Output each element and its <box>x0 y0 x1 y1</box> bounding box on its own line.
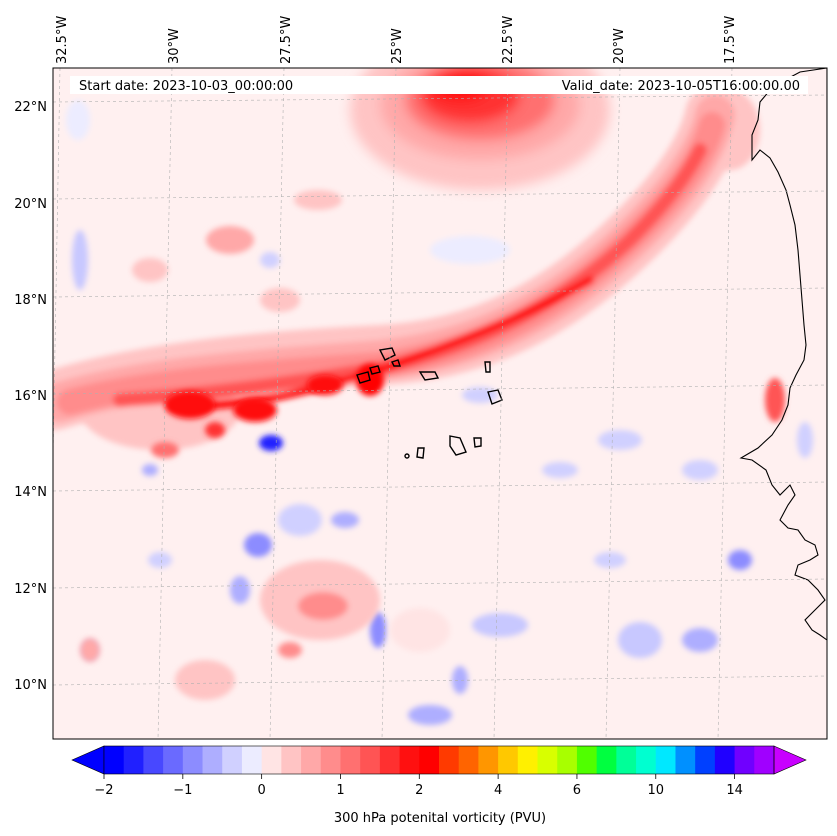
colorbar-cell <box>754 746 775 774</box>
lon-tick-label: 32.5°W <box>55 16 70 64</box>
lon-tick-label: 20°W <box>612 28 627 64</box>
cutoff-low-pv-max <box>350 68 610 190</box>
colorbar-cell <box>360 746 381 774</box>
colorbar-cell <box>655 746 676 774</box>
lat-tick-label: 14°N <box>14 485 47 500</box>
colorbar-cell <box>537 746 558 774</box>
colorbar-tick-label: −2 <box>94 783 113 798</box>
colorbar-cell <box>458 746 479 774</box>
colorbar-ticks: −2 −1 0 1 2 4 6 10 14 <box>94 774 743 798</box>
colorbar-tick-label: 4 <box>494 783 502 798</box>
colorbar-cell <box>734 746 755 774</box>
colorbar-cell <box>517 746 539 774</box>
colorbar-cell <box>241 746 263 774</box>
map-panel <box>53 68 827 739</box>
colorbar-cell <box>616 746 637 774</box>
start-date-label: Start date: 2023-10-03_00:00:00 <box>79 79 293 94</box>
africa-coastline <box>739 68 827 641</box>
pv-streamer-band <box>53 85 745 430</box>
colorbar-tick-label: 1 <box>336 783 344 798</box>
colorbar-cell <box>714 746 736 774</box>
colorbar-cell <box>182 746 204 774</box>
colorbar-cell <box>439 746 460 774</box>
colorbar-label: 300 hPa potenital vorticity (PVU) <box>334 811 546 826</box>
colorbar-cell <box>675 746 696 774</box>
header-box <box>70 76 808 94</box>
colorbar-cell <box>163 746 184 774</box>
colorbar-cell <box>399 746 420 774</box>
colorbar-cell <box>596 746 617 774</box>
lat-tick-label: 10°N <box>14 678 47 693</box>
colorbar-extend-high <box>773 745 807 775</box>
colorbar-tick-label: 2 <box>415 783 423 798</box>
latitude-tick-labels: 22°N 20°N 18°N 16°N 14°N 12°N 10°N <box>14 100 47 693</box>
lon-tick-label: 22.5°W <box>501 16 516 64</box>
colorbar-frame <box>103 745 775 775</box>
colorbar-cell <box>419 746 440 774</box>
colorbar-cell <box>320 746 341 774</box>
colorbar-cells <box>104 746 775 774</box>
negative-pv-patches <box>66 100 813 725</box>
lat-tick-label: 12°N <box>14 582 47 597</box>
colorbar-cell <box>301 746 322 774</box>
colorbar-cell <box>576 746 598 774</box>
colorbar-cell <box>478 746 499 774</box>
lon-tick-label: 25°W <box>390 28 405 64</box>
colorbar-cell <box>636 746 657 774</box>
colorbar-cell <box>104 746 125 774</box>
colorbar-tick-label: −1 <box>173 783 192 798</box>
colorbar-tick-label: 10 <box>647 783 664 798</box>
colorbar-cell <box>695 746 716 774</box>
colorbar: −2 −1 0 1 2 4 6 10 14 <box>71 745 807 798</box>
colorbar-tick-label: 0 <box>258 783 266 798</box>
lon-tick-label: 17.5°W <box>723 16 738 64</box>
colorbar-cell <box>340 746 361 774</box>
graticule <box>53 68 827 739</box>
colorbar-extend-low <box>71 745 105 775</box>
lat-tick-label: 22°N <box>14 100 47 115</box>
lon-tick-label: 27.5°W <box>279 16 294 64</box>
colorbar-cell <box>281 746 302 774</box>
colorbar-cell <box>202 746 223 774</box>
colorbar-tick-label: 6 <box>573 783 581 798</box>
lat-tick-label: 16°N <box>14 389 47 404</box>
lon-tick-label: 30°W <box>167 28 182 64</box>
valid-date-label: Valid_date: 2023-10-05T16:00:00.00 <box>562 79 800 94</box>
colorbar-cell <box>261 746 282 774</box>
lat-tick-label: 18°N <box>14 293 47 308</box>
colorbar-tick-label: 14 <box>726 783 743 798</box>
colorbar-cell <box>498 746 519 774</box>
cape-verde-islands <box>356 347 503 459</box>
colorbar-cell <box>557 746 578 774</box>
pv-streamer-cores <box>151 364 384 458</box>
map-frame <box>52 67 828 740</box>
colorbar-cell <box>222 746 243 774</box>
lat-tick-label: 20°N <box>14 197 47 212</box>
longitude-tick-labels: 32.5°W 30°W 27.5°W 25°W 22.5°W 20°W 17.5… <box>55 16 738 64</box>
colorbar-cell <box>143 746 164 774</box>
colorbar-cell <box>123 746 144 774</box>
colorbar-cell <box>379 746 401 774</box>
